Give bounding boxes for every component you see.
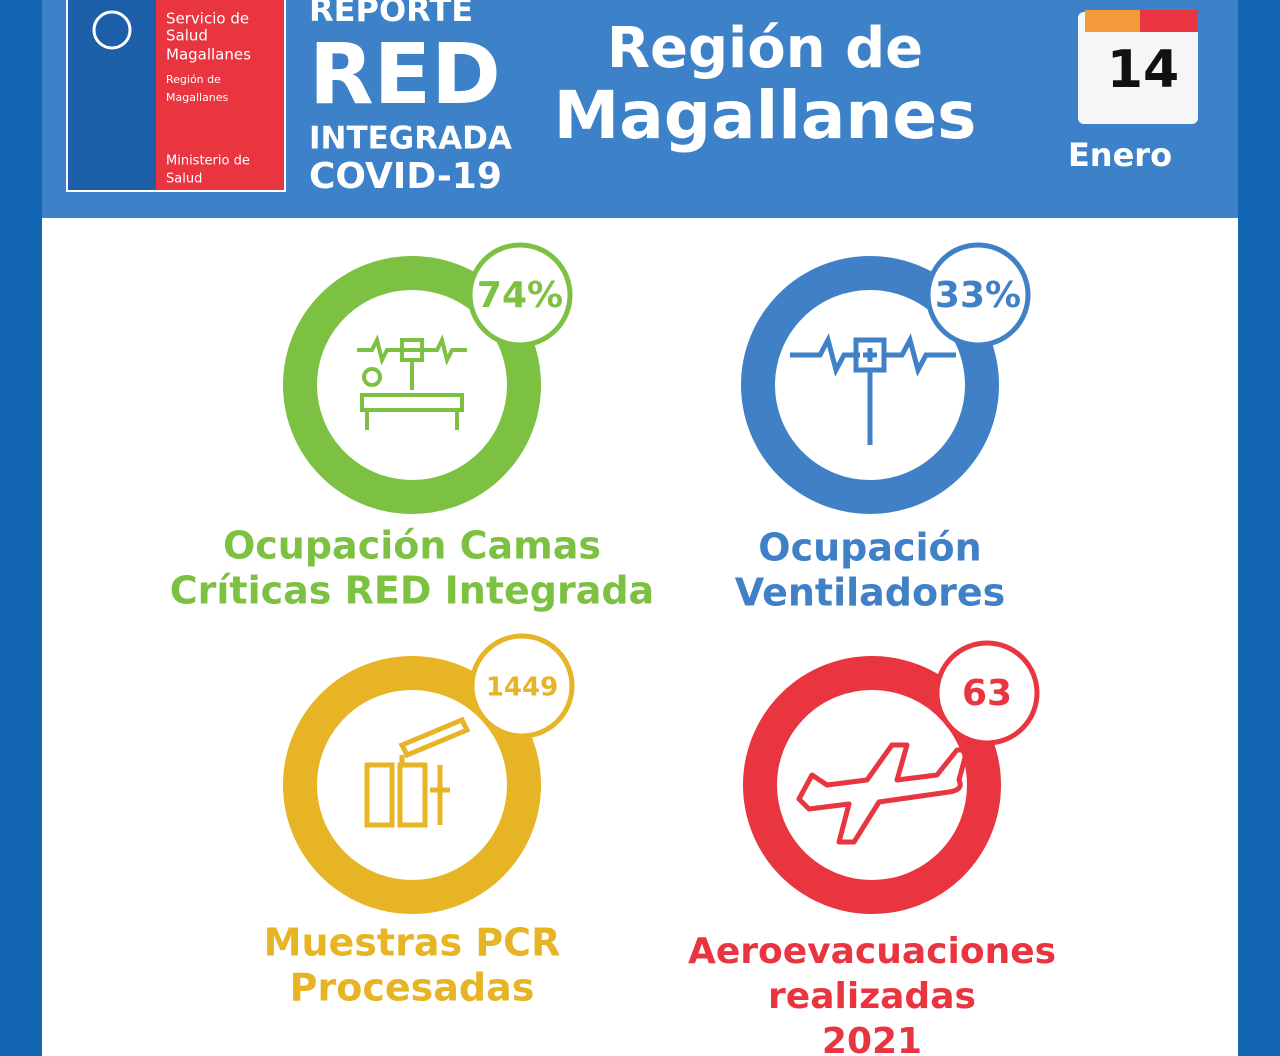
ring bbox=[743, 656, 1001, 914]
metric-label: Procesadas bbox=[290, 966, 535, 1010]
badge bbox=[467, 242, 573, 348]
logo-red bbox=[156, 0, 284, 190]
ring bbox=[283, 656, 541, 914]
ring bbox=[283, 256, 541, 514]
report-text: REPORTE bbox=[309, 0, 473, 29]
calendar-day: 14 bbox=[1107, 40, 1179, 100]
metric-value: 33% bbox=[935, 275, 1021, 316]
logo-text: Región de bbox=[166, 73, 221, 86]
icon bbox=[796, 742, 970, 845]
report-text: RED bbox=[309, 25, 501, 123]
metric-value: 74% bbox=[477, 275, 563, 316]
metric-label: 2021 bbox=[822, 1021, 922, 1056]
icon bbox=[790, 333, 956, 445]
logo-text: Salud bbox=[166, 172, 202, 187]
icon-group bbox=[364, 716, 471, 828]
header-title: Región de bbox=[607, 16, 923, 81]
metric-label: Ventiladores bbox=[735, 571, 1005, 615]
logo-blue bbox=[68, 0, 156, 190]
calendar-top bbox=[1085, 10, 1140, 32]
badge bbox=[469, 633, 575, 739]
logo-text: Salud bbox=[166, 27, 208, 45]
metric-label: Ocupación Camas bbox=[223, 524, 601, 568]
metric-value: 63 bbox=[962, 673, 1012, 714]
ring bbox=[741, 256, 999, 514]
icon-group bbox=[796, 742, 970, 845]
metric-label: Muestras PCR bbox=[264, 921, 561, 965]
metric-value: 1449 bbox=[486, 673, 558, 703]
content-area bbox=[42, 218, 1238, 1056]
icon-group bbox=[790, 333, 956, 445]
report-text: COVID-19 bbox=[309, 156, 502, 197]
metric-label: Aeroevacuaciones bbox=[688, 931, 1056, 972]
metric-label: realizadas bbox=[768, 976, 976, 1017]
icon bbox=[364, 716, 471, 828]
calendar-month: Enero bbox=[1068, 136, 1172, 174]
coat-of-arms bbox=[92, 10, 132, 50]
metric-label: Ocupación bbox=[758, 526, 981, 570]
badge bbox=[925, 242, 1031, 348]
calendar bbox=[1078, 12, 1198, 124]
logo-text: Magallanes bbox=[166, 46, 251, 64]
logo-text: Servicio de bbox=[166, 10, 249, 28]
logo-text: Ministerio de bbox=[166, 154, 250, 169]
icon bbox=[357, 334, 467, 430]
metric-label: Críticas RED Integrada bbox=[170, 569, 654, 613]
badge bbox=[934, 640, 1040, 746]
report-text: INTEGRADA bbox=[309, 121, 512, 157]
header-title: Magallanes bbox=[554, 77, 977, 154]
icon-group bbox=[357, 334, 467, 430]
logo-text: Magallanes bbox=[166, 91, 229, 104]
